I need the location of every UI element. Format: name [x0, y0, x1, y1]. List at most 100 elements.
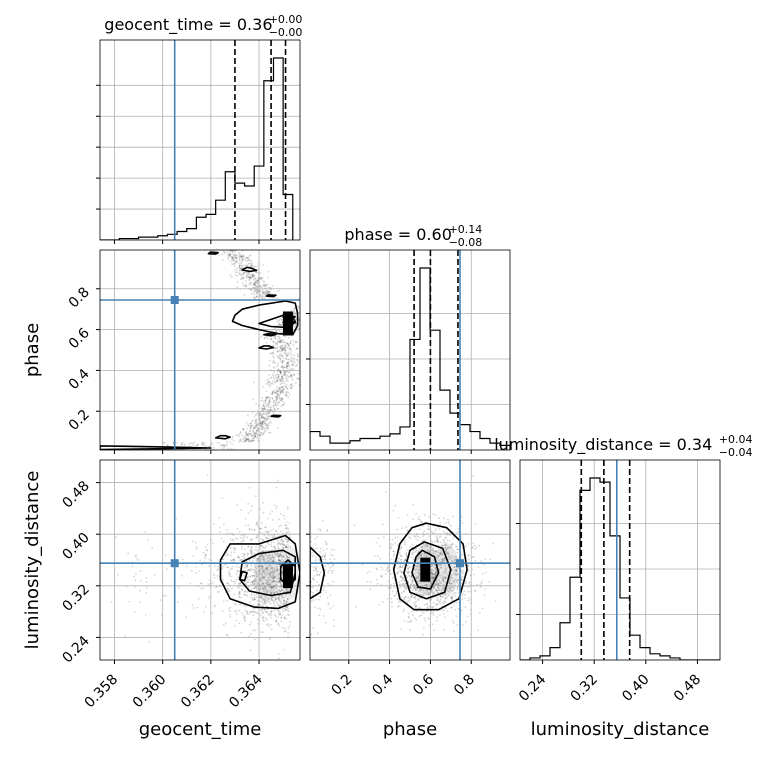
sample-point	[273, 553, 275, 556]
sample-point	[160, 613, 163, 616]
sample-point	[297, 378, 300, 380]
sample-point	[226, 599, 228, 602]
sample-point	[280, 354, 283, 356]
sample-point	[321, 304, 323, 306]
sample-point	[276, 343, 278, 346]
sample-point	[292, 339, 295, 342]
sample-point	[251, 276, 254, 279]
sample-point	[436, 587, 439, 589]
sample-point	[282, 610, 285, 613]
sample-point	[305, 319, 307, 321]
sample-point	[416, 566, 419, 568]
contour-line	[411, 549, 440, 590]
sample-point	[255, 580, 257, 582]
sample-point	[219, 531, 222, 534]
sample-point	[268, 569, 270, 572]
sample-point	[266, 409, 268, 411]
sample-point	[246, 274, 249, 277]
sample-point	[283, 366, 286, 369]
sample-point	[249, 276, 252, 279]
sample-point	[287, 632, 289, 634]
sample-point	[277, 393, 280, 396]
sample-point	[279, 563, 282, 566]
sample-point	[229, 547, 232, 550]
sample-point	[242, 604, 245, 607]
sample-point	[273, 603, 275, 605]
sample-point	[385, 491, 387, 494]
sample-point	[409, 571, 411, 574]
sample-point	[254, 435, 257, 438]
sample-point	[217, 591, 220, 594]
sample-point	[318, 583, 320, 586]
sample-point	[437, 554, 439, 557]
sample-point	[292, 357, 295, 360]
sample-point	[287, 607, 290, 610]
sample-point	[262, 420, 265, 423]
sample-point	[324, 554, 326, 557]
sample-point	[325, 542, 328, 545]
sample-point	[226, 566, 229, 569]
sample-point	[271, 390, 274, 393]
sample-point	[262, 511, 265, 514]
sample-point	[234, 559, 237, 562]
ylabel-phase: phase	[22, 323, 43, 377]
scatter-luminosity_distance_vs_phase	[310, 475, 497, 636]
sample-point	[413, 551, 416, 554]
sample-point	[262, 565, 265, 568]
sample-point	[249, 254, 252, 257]
sample-point	[423, 555, 425, 558]
sample-point	[274, 402, 277, 405]
sample-point	[447, 518, 449, 521]
sample-point	[457, 585, 459, 588]
sample-point	[268, 583, 270, 586]
sample-point	[284, 349, 286, 352]
sample-point	[413, 585, 416, 588]
sample-point	[251, 581, 254, 584]
sample-point	[455, 569, 458, 572]
sample-point	[281, 595, 284, 598]
sample-point	[259, 276, 262, 279]
sample-point	[182, 558, 184, 561]
sample-point	[326, 301, 328, 303]
sample-point	[280, 355, 283, 357]
sample-point	[279, 551, 282, 554]
sample-point	[326, 596, 329, 599]
sample-point	[431, 623, 434, 626]
sample-point	[285, 532, 288, 534]
sample-point	[275, 620, 278, 623]
sample-point	[276, 554, 279, 556]
sample-point	[304, 310, 306, 312]
sample-point	[214, 586, 217, 589]
sample-point	[297, 355, 299, 358]
sample-point	[417, 590, 420, 593]
sample-point	[271, 392, 274, 395]
sample-point	[439, 600, 442, 603]
sample-point	[284, 609, 287, 611]
sample-point	[262, 583, 265, 586]
sample-point	[447, 520, 450, 523]
sample-point	[282, 367, 284, 369]
sample-point	[284, 347, 286, 350]
sample-point	[275, 388, 278, 391]
sample-point	[274, 327, 276, 330]
sample-point	[298, 311, 300, 314]
sample-point	[278, 401, 281, 403]
sample-point	[410, 583, 412, 585]
sample-point	[279, 387, 281, 390]
sample-point	[456, 548, 459, 551]
sample-point	[480, 560, 482, 563]
sample-point	[426, 607, 429, 609]
sample-point	[265, 424, 268, 427]
sample-point	[230, 554, 232, 557]
sample-point	[275, 342, 278, 345]
sample-point	[259, 565, 262, 567]
sample-point	[140, 580, 142, 582]
sample-point	[230, 256, 233, 258]
sample-point	[284, 377, 287, 380]
sample-point	[274, 595, 277, 598]
sample-point	[238, 257, 241, 260]
sample-point	[390, 543, 392, 545]
sample-point	[275, 405, 278, 407]
sample-point	[440, 595, 442, 598]
sample-point	[228, 590, 231, 593]
